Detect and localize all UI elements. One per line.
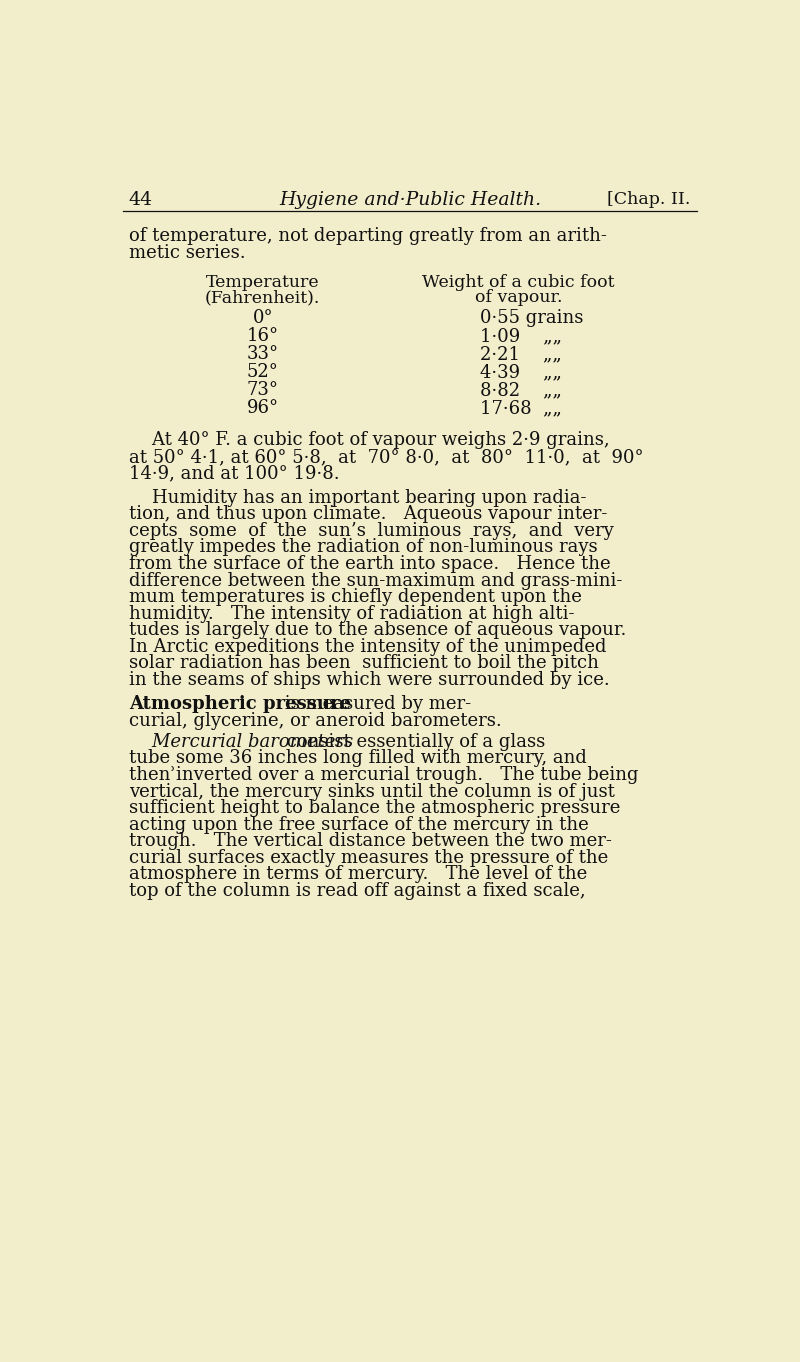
Text: is measured by mer-: is measured by mer-	[279, 695, 471, 714]
Text: from the surface of the earth into space.   Hence the: from the surface of the earth into space…	[129, 554, 610, 573]
Text: 52°: 52°	[247, 364, 278, 381]
Text: of temperature, not departing greatly from an arith-: of temperature, not departing greatly fr…	[129, 227, 606, 245]
Text: tube some 36 inches long filled with mercury, and: tube some 36 inches long filled with mer…	[129, 749, 586, 767]
Text: top of the column is read off against a fixed scale,: top of the column is read off against a …	[129, 881, 586, 900]
Text: 1·09    „„: 1·09 „„	[480, 327, 562, 345]
Text: at 50° 4·1, at 60° 5·8,  at  70° 8·0,  at  80°  11·0,  at  90°: at 50° 4·1, at 60° 5·8, at 70° 8·0, at 8…	[129, 448, 643, 466]
Text: Weight of a cubic foot: Weight of a cubic foot	[422, 274, 614, 291]
Text: curial, glycerine, or aneroid barometers.: curial, glycerine, or aneroid barometers…	[129, 712, 502, 730]
Text: greatly impedes the radiation of non-luminous rays: greatly impedes the radiation of non-lum…	[129, 538, 598, 557]
Text: 16°: 16°	[246, 327, 279, 345]
Text: 73°: 73°	[246, 381, 278, 399]
Text: metic series.: metic series.	[129, 244, 246, 262]
Text: cepts  some  of  the  sun’s  luminous  rays,  and  very: cepts some of the sun’s luminous rays, a…	[129, 522, 614, 539]
Text: Mercurial barometers: Mercurial barometers	[129, 733, 353, 750]
Text: acting upon the free surface of the mercury in the: acting upon the free surface of the merc…	[129, 816, 589, 834]
Text: Temperature: Temperature	[206, 274, 319, 291]
Text: tion, and thus upon climate.   Aqueous vapour inter-: tion, and thus upon climate. Aqueous vap…	[129, 505, 607, 523]
Text: [Chap. II.: [Chap. II.	[607, 191, 690, 208]
Text: consist essentially of a glass: consist essentially of a glass	[281, 733, 545, 750]
Text: In Arctic expeditions the intensity of the unimpeded: In Arctic expeditions the intensity of t…	[129, 637, 606, 655]
Text: 17·68  „„: 17·68 „„	[480, 399, 562, 417]
Text: difference between the sun-maximum and grass-mini-: difference between the sun-maximum and g…	[129, 572, 622, 590]
Text: curial surfaces exactly measures the pressure of the: curial surfaces exactly measures the pre…	[129, 849, 608, 866]
Text: atmosphere in terms of mercury.   The level of the: atmosphere in terms of mercury. The leve…	[129, 865, 587, 884]
Text: solar radiation has been  sufficient to boil the pitch: solar radiation has been sufficient to b…	[129, 654, 598, 673]
Text: 33°: 33°	[246, 345, 279, 364]
Text: mum temperatures is chiefly dependent upon the: mum temperatures is chiefly dependent up…	[129, 588, 582, 606]
Text: 8·82    „„: 8·82 „„	[480, 381, 562, 399]
Text: 0·55 grains: 0·55 grains	[480, 309, 583, 327]
Text: 4·39    „„: 4·39 „„	[480, 364, 562, 381]
Text: 44: 44	[129, 191, 153, 210]
Text: thenʾinverted over a mercurial trough.   The tube being: thenʾinverted over a mercurial trough. T…	[129, 765, 638, 785]
Text: 14·9, and at 100° 19·8.: 14·9, and at 100° 19·8.	[129, 464, 339, 482]
Text: tudes is largely due to the absence of aqueous vapour.: tudes is largely due to the absence of a…	[129, 621, 626, 639]
Text: 96°: 96°	[246, 399, 279, 417]
Text: Hygiene and·Public Health.: Hygiene and·Public Health.	[279, 191, 541, 210]
Text: humidity.   The intensity of radiation at high alti-: humidity. The intensity of radiation at …	[129, 605, 574, 622]
Text: At 40° F. a cubic foot of vapour weighs 2·9 grains,: At 40° F. a cubic foot of vapour weighs …	[129, 432, 610, 449]
Text: sufficient height to balance the atmospheric pressure: sufficient height to balance the atmosph…	[129, 799, 620, 817]
Text: (Fahrenheit).: (Fahrenheit).	[205, 289, 321, 306]
Text: Humidity has an important bearing upon radia-: Humidity has an important bearing upon r…	[129, 489, 586, 507]
Text: 0°: 0°	[253, 309, 273, 327]
Text: 2·21    „„: 2·21 „„	[480, 345, 562, 364]
Text: Atmospheric pressure: Atmospheric pressure	[129, 695, 350, 714]
Text: of vapour.: of vapour.	[474, 289, 562, 306]
Text: trough.   The vertical distance between the two mer-: trough. The vertical distance between th…	[129, 832, 611, 850]
Text: in the seams of ships which were surrounded by ice.: in the seams of ships which were surroun…	[129, 671, 610, 689]
Text: vertical, the mercury sinks until the column is of just: vertical, the mercury sinks until the co…	[129, 783, 614, 801]
